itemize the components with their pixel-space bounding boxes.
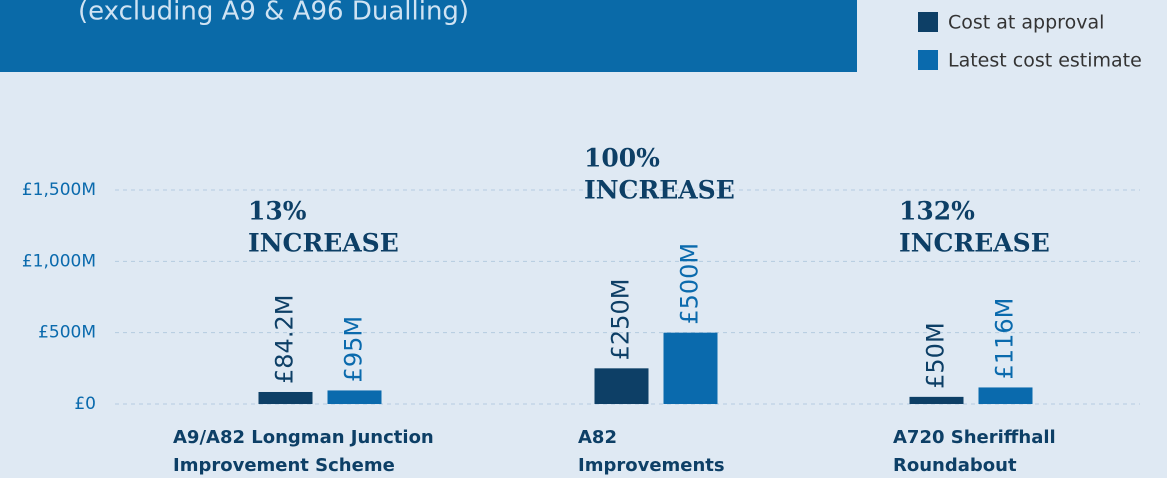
bar	[909, 396, 964, 404]
legend-swatch	[918, 12, 938, 32]
annotation: INCREASE	[584, 176, 735, 205]
legend-label: Latest cost estimate	[948, 50, 1142, 72]
x-tick-label: A720 Sheriffhall	[893, 427, 1056, 448]
bar	[663, 332, 718, 404]
value-label: £500M	[676, 243, 704, 325]
x-tick-label: Roundabout	[893, 455, 1017, 476]
value-label: £95M	[340, 316, 368, 383]
value-label: £116M	[991, 298, 1019, 380]
banner	[0, 0, 857, 72]
y-tick-label: £500M	[38, 323, 96, 343]
y-tick-label: £0	[74, 394, 96, 414]
annotation: INCREASE	[899, 229, 1050, 258]
y-tick-label: £1,500M	[22, 180, 96, 200]
bar	[978, 387, 1033, 404]
annotation: 132%	[899, 197, 975, 226]
x-tick-label: Improvement Scheme	[173, 455, 395, 476]
value-label: £250M	[607, 279, 635, 361]
annotation: 13%	[248, 197, 307, 226]
bar	[594, 368, 649, 404]
chart-subtitle: (excluding A9 & A96 Dualling)	[78, 0, 469, 27]
x-tick-label: A9/A82 Longman Junction	[173, 427, 434, 448]
value-label: £50M	[922, 322, 950, 389]
bar	[258, 391, 313, 404]
x-tick-label: Improvements	[578, 455, 725, 476]
y-tick-label: £1,000M	[22, 251, 96, 271]
legend-swatch	[918, 50, 938, 70]
annotation: 100%	[584, 144, 660, 173]
value-label: £84.2M	[271, 295, 299, 384]
annotation: INCREASE	[248, 229, 399, 258]
x-tick-label: A82	[578, 427, 617, 448]
bar	[327, 390, 382, 404]
legend-label: Cost at approval	[948, 12, 1104, 34]
